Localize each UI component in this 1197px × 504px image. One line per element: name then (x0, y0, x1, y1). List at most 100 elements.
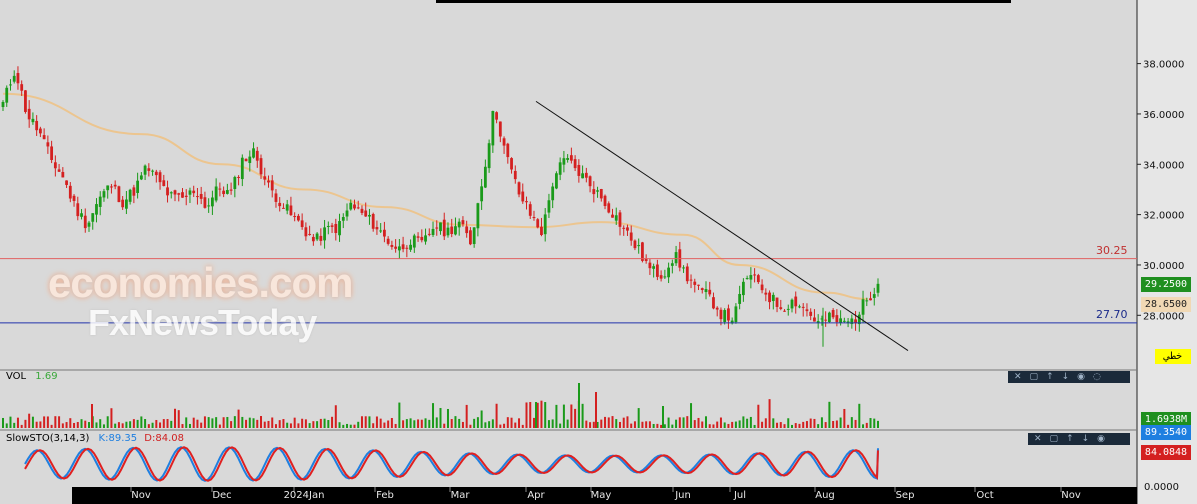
volume-bar (787, 418, 790, 428)
candle-body (558, 162, 562, 175)
move-down-icon[interactable]: ↓ (1061, 372, 1070, 382)
candle-body (196, 196, 199, 198)
candle-body (282, 207, 285, 209)
candle-body (102, 191, 106, 198)
volume-bar (637, 408, 640, 428)
candle-body (577, 164, 581, 176)
price-tick-label: 32.0000 (1143, 211, 1184, 222)
candle-body (158, 172, 162, 183)
trendline-tag: خطي (1155, 349, 1191, 364)
volume-bar (686, 416, 689, 428)
candle-body (16, 73, 20, 84)
candle-body (611, 214, 614, 218)
candle-body (727, 308, 730, 321)
volume-bar (357, 421, 360, 428)
volume-bar (155, 419, 158, 428)
volume-bar (611, 416, 614, 428)
move-up-icon[interactable]: ↑ (1046, 372, 1054, 382)
candle-body (813, 317, 816, 322)
volume-bar (675, 419, 678, 428)
candle-body (240, 157, 244, 180)
volume-bar (125, 421, 128, 428)
maximize-icon[interactable]: ▢ (1029, 372, 1039, 382)
volume-bar (805, 421, 808, 428)
settings-icon[interactable]: ◉ (1097, 434, 1106, 444)
volume-bar (196, 419, 199, 428)
volume-bar (454, 416, 457, 428)
volume-bar (289, 423, 292, 428)
volume-bar (200, 422, 203, 428)
volume-bar (495, 403, 498, 428)
candle-body (659, 275, 663, 279)
volume-bar (450, 419, 453, 428)
candle-body (521, 191, 525, 202)
volume-bar (746, 418, 749, 428)
volume-bar (645, 421, 648, 428)
candle-body (495, 112, 498, 120)
candle-body (83, 215, 87, 229)
candle-body (745, 278, 749, 280)
close-icon[interactable]: ✕ (1034, 434, 1042, 444)
candle-body (338, 221, 341, 236)
candle-body (596, 190, 599, 192)
candle-body (68, 185, 72, 199)
candle-body (65, 180, 68, 185)
properties-icon[interactable]: ◌ (1093, 372, 1101, 382)
candle-body (375, 227, 379, 230)
candle-body (267, 180, 270, 183)
volume-bar (873, 418, 876, 428)
volume-bar (274, 424, 277, 428)
candle-body (622, 227, 626, 229)
candle-body (543, 214, 547, 235)
volume-bar (16, 417, 19, 428)
volume-bar (252, 418, 255, 428)
time-tick-label: 2024Jan (284, 490, 325, 501)
volume-bar (547, 420, 550, 428)
move-down-icon[interactable]: ↓ (1081, 434, 1090, 444)
volume-bar (535, 402, 537, 428)
candle-body (626, 227, 629, 231)
candle-body (192, 190, 196, 194)
volume-bar (682, 417, 685, 428)
volume-bar (809, 418, 812, 428)
candle-body (248, 156, 252, 163)
close-icon[interactable]: ✕ (1014, 372, 1022, 382)
candle-body (218, 188, 222, 190)
candle-body (326, 225, 330, 227)
volume-bar (28, 413, 31, 428)
candle-body (424, 235, 427, 242)
candle-body (319, 235, 323, 241)
volume-bar (114, 423, 117, 428)
move-up-icon[interactable]: ↑ (1066, 434, 1074, 444)
volume-bar (84, 420, 87, 428)
volume-bar (660, 424, 663, 428)
candle-body (801, 306, 805, 308)
volume-bar (678, 417, 681, 428)
candle-body (693, 281, 697, 285)
volume-bar (99, 419, 102, 428)
candle-body (663, 276, 667, 278)
candle-body (162, 180, 166, 187)
candle-body (708, 289, 712, 295)
settings-icon[interactable]: ◉ (1077, 372, 1086, 382)
candle-body (289, 205, 293, 216)
candle-body (416, 236, 420, 238)
candle-body (753, 274, 757, 276)
volume-bar (510, 417, 513, 428)
volume-bar (293, 417, 296, 428)
volume-bar (267, 420, 270, 428)
candle-body (308, 233, 312, 235)
candle-body (27, 108, 31, 120)
volume-bar (589, 422, 592, 428)
maximize-icon[interactable]: ▢ (1049, 434, 1059, 444)
volume-bar (757, 404, 760, 428)
volume-bar (129, 421, 132, 428)
candle-body (865, 300, 869, 302)
candle-body (255, 150, 259, 161)
volume-bar (499, 424, 502, 428)
volume-bar (338, 422, 341, 428)
candle-body (334, 223, 338, 234)
volume-bar (790, 424, 793, 428)
volume-bar (349, 424, 352, 428)
volume-bar (877, 420, 879, 428)
